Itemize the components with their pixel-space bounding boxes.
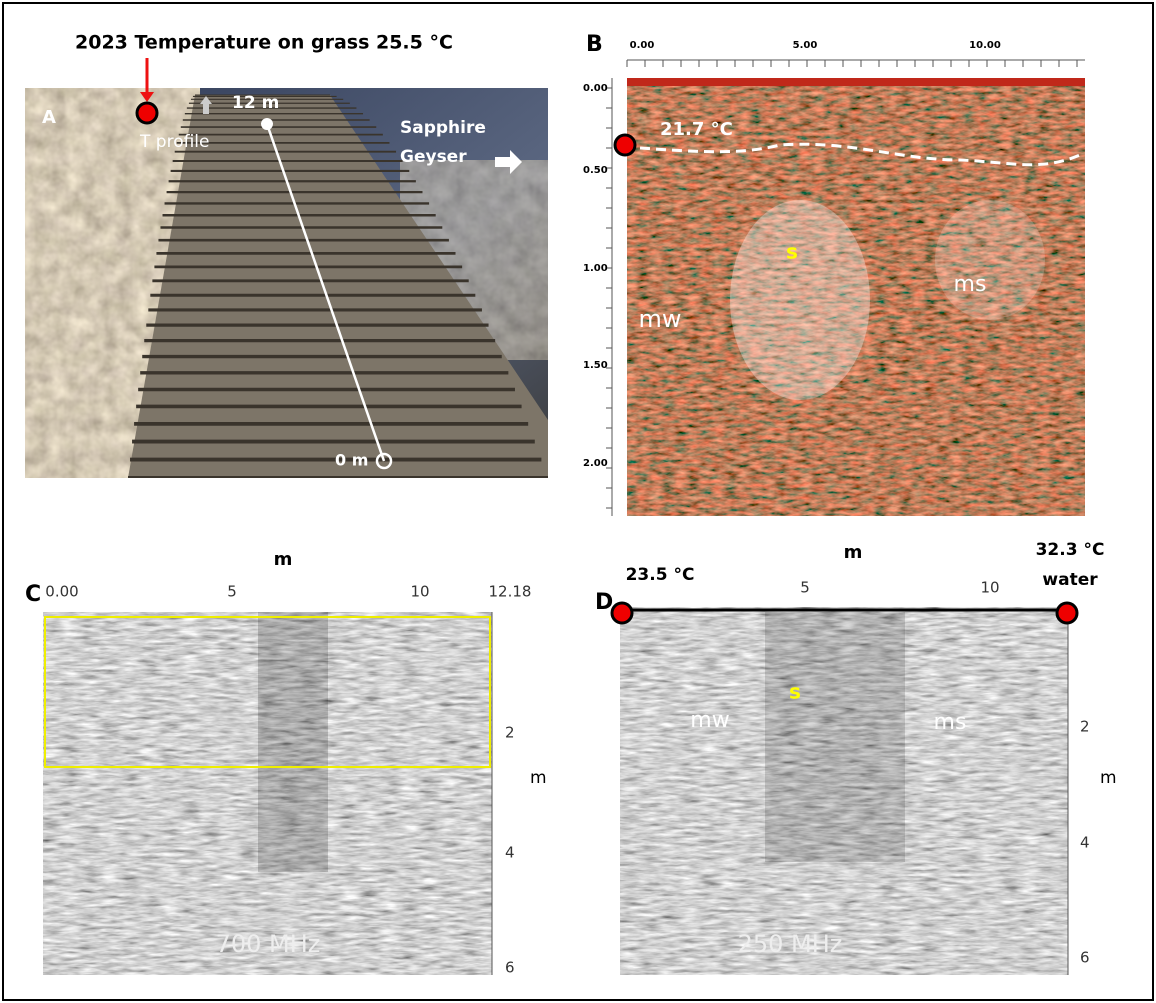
anomaly-zone	[935, 200, 1045, 320]
y-tick-label: 2	[505, 724, 515, 742]
y-tick-label: 4	[1080, 834, 1090, 852]
temperature-marker	[612, 603, 632, 623]
y-axis-title: m	[1100, 768, 1117, 788]
y-tick-label: 6	[1080, 949, 1090, 967]
panel-label: C	[25, 582, 41, 607]
annotation: ms	[934, 710, 967, 735]
annotation: Sapphire	[400, 118, 486, 138]
figure: 2023 Temperature on grass 25.5 °C A T pr…	[0, 0, 1156, 1003]
annotation: Geyser	[400, 147, 467, 167]
panel-label: B	[586, 32, 603, 57]
x-tick-label: 5	[800, 579, 810, 597]
photo-boardwalk	[25, 88, 548, 478]
caption: 2023 Temperature on grass 25.5 °C	[75, 32, 453, 54]
x-axis-title: m	[274, 549, 293, 570]
temperature-marker	[1057, 603, 1077, 623]
anomaly-zone	[765, 612, 905, 862]
x-tick-label: 5	[227, 583, 237, 601]
annotation: s	[786, 240, 798, 264]
y-tick-label: 2	[1080, 718, 1090, 736]
y-tick-label: 1.00	[583, 263, 608, 274]
annotation: ms	[954, 272, 987, 297]
x-tick-label: 0.00	[630, 40, 655, 51]
annotation: 23.5 °C	[626, 565, 695, 585]
anomaly-zone	[730, 200, 870, 400]
frequency-label: 250 MHz	[738, 930, 843, 958]
x-axis-title: m	[844, 542, 863, 563]
y-tick-label: 0.50	[583, 165, 608, 176]
y-tick-label: 4	[505, 844, 515, 862]
profile-end-marker	[261, 118, 273, 130]
x-tick-label: 10	[410, 583, 429, 601]
x-tick-label: 5.00	[793, 40, 818, 51]
anomaly-zone	[258, 612, 328, 872]
annotation: water	[1042, 570, 1098, 590]
annotation: mw	[690, 708, 729, 733]
y-tick-label: 0.00	[583, 83, 608, 94]
annotation: 0 m	[335, 451, 368, 470]
annotation: mw	[638, 305, 681, 333]
x-tick-label: 10	[980, 579, 999, 597]
annotation: 12 m	[232, 93, 279, 113]
radargram-top	[627, 78, 1085, 86]
x-tick-label: 12.18	[489, 583, 532, 601]
annotation: T profile	[139, 132, 210, 152]
annotation: 21.7 °C	[660, 119, 733, 140]
annotation: 32.3 °C	[1036, 540, 1105, 560]
y-tick-label: 2.00	[583, 458, 608, 469]
annotation: s	[789, 680, 801, 704]
y-tick-label: 6	[505, 959, 515, 977]
x-tick-label: 10.00	[969, 40, 1001, 51]
temperature-marker	[615, 135, 635, 155]
y-tick-label: 1.50	[583, 360, 608, 371]
frequency-label: 700 MHz	[216, 930, 321, 958]
panel-label: D	[595, 590, 613, 615]
temperature-marker	[137, 103, 157, 123]
x-tick-label: 0.00	[45, 583, 78, 601]
panel-label: A	[42, 107, 56, 128]
y-axis-title: m	[530, 768, 547, 788]
